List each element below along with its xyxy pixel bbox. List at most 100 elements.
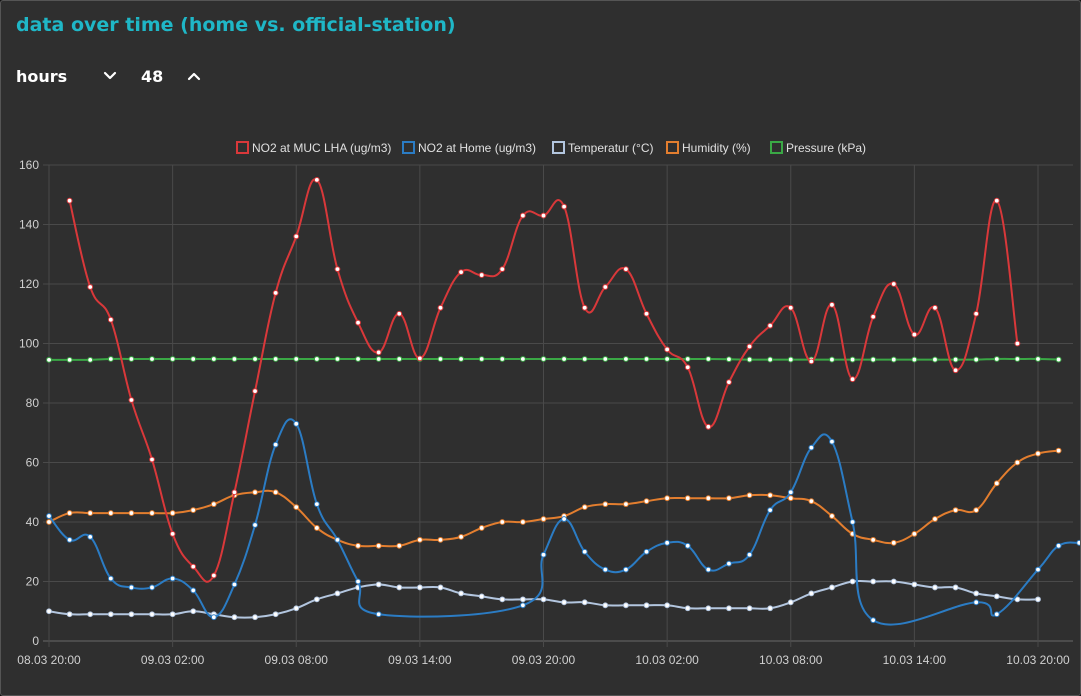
data-point	[231, 614, 238, 621]
y-tick-label: 20	[26, 575, 40, 589]
data-point	[169, 510, 176, 516]
y-tick-label: 100	[19, 337, 39, 351]
data-point	[993, 480, 1000, 487]
data-point	[437, 304, 444, 311]
data-point	[726, 495, 732, 502]
data-point	[932, 304, 938, 311]
legend-swatch	[402, 141, 415, 154]
data-point	[664, 539, 671, 546]
data-point	[272, 611, 279, 618]
data-point	[767, 605, 774, 612]
x-tick-label: 09.03 20:00	[512, 653, 576, 667]
data-point	[664, 346, 671, 353]
data-point	[684, 542, 691, 549]
data-point	[808, 498, 815, 505]
data-point	[726, 356, 732, 363]
data-point	[993, 356, 1000, 362]
data-point	[911, 356, 918, 363]
data-point	[190, 587, 197, 594]
series-line	[49, 357, 1059, 361]
data-point	[808, 358, 815, 365]
data-point	[705, 356, 712, 362]
data-point	[643, 356, 650, 362]
data-point	[829, 301, 835, 308]
data-point	[561, 516, 568, 522]
data-point	[478, 272, 485, 278]
data-point	[623, 602, 629, 609]
data-point	[252, 614, 258, 621]
data-point	[313, 356, 320, 362]
x-tick-label: 10.03 20:00	[1006, 653, 1070, 667]
data-point	[870, 313, 877, 320]
x-tick-label: 08.03 20:00	[17, 653, 81, 667]
data-point	[623, 356, 629, 362]
data-point	[540, 356, 547, 362]
data-point	[375, 611, 382, 618]
data-point	[1014, 356, 1021, 362]
increase-chevron-up-icon[interactable]	[185, 67, 203, 85]
data-point	[602, 566, 609, 573]
data-point	[478, 593, 485, 600]
data-point	[829, 584, 835, 591]
data-point	[829, 513, 835, 519]
data-point	[355, 542, 361, 549]
data-point	[190, 563, 197, 570]
y-tick-label: 140	[19, 218, 39, 232]
data-point	[1035, 450, 1041, 457]
data-point	[808, 444, 815, 451]
data-point	[767, 356, 774, 363]
data-point	[1055, 447, 1062, 454]
data-point	[66, 611, 73, 618]
data-point	[952, 367, 959, 374]
data-point	[437, 584, 444, 591]
data-point	[911, 331, 918, 338]
data-point	[334, 536, 341, 543]
data-point	[829, 438, 835, 445]
data-point	[272, 441, 279, 448]
data-point	[169, 531, 176, 537]
x-tick-label: 10.03 02:00	[635, 653, 699, 667]
data-point	[829, 356, 835, 363]
data-point	[313, 596, 320, 603]
data-point	[87, 611, 94, 618]
decrease-chevron-down-icon[interactable]	[101, 67, 119, 85]
data-point	[499, 519, 506, 525]
data-point	[1035, 566, 1041, 573]
data-point	[149, 356, 155, 362]
data-point	[128, 510, 135, 516]
data-point	[581, 504, 588, 511]
data-point	[190, 507, 197, 514]
data-point	[252, 356, 258, 362]
data-point	[355, 578, 361, 585]
data-point	[664, 356, 671, 362]
data-point	[46, 519, 52, 525]
data-point	[540, 596, 547, 603]
data-point	[973, 599, 980, 606]
data-point	[767, 492, 774, 499]
data-point	[396, 310, 403, 317]
data-point	[581, 304, 588, 311]
data-point	[210, 614, 217, 621]
data-point	[643, 602, 650, 609]
data-point	[252, 489, 258, 496]
data-point	[107, 356, 114, 362]
data-point	[746, 492, 753, 499]
data-point	[416, 355, 423, 362]
x-tick-label: 10.03 14:00	[883, 653, 947, 667]
data-point	[293, 420, 300, 427]
data-point	[932, 516, 938, 522]
data-point	[684, 495, 691, 502]
range-unit-label: hours	[16, 67, 68, 86]
data-point	[664, 495, 671, 502]
data-point	[46, 356, 52, 363]
data-point	[643, 548, 650, 555]
y-tick-label: 120	[19, 277, 39, 291]
y-tick-label: 60	[26, 456, 40, 470]
data-point	[272, 489, 279, 496]
x-tick-label: 10.03 08:00	[759, 653, 823, 667]
series-line	[68, 178, 1019, 583]
data-point	[684, 605, 691, 612]
data-point	[272, 356, 279, 362]
data-point	[1055, 542, 1062, 549]
y-tick-label: 160	[19, 158, 39, 172]
